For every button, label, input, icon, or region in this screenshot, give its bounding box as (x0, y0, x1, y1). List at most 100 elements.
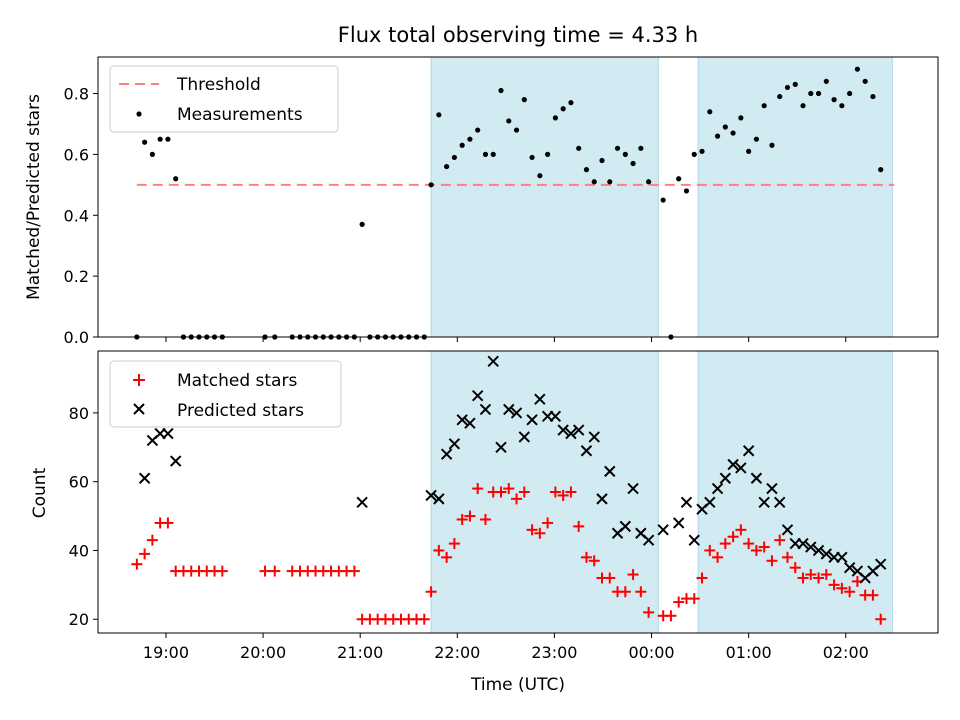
measurement-point-55 (607, 179, 613, 185)
observing-window-1 (697, 350, 893, 634)
measurement-point-33 (436, 112, 442, 118)
measurement-point-3 (157, 136, 163, 142)
matched-point-53 (588, 555, 600, 567)
matched-point-43 (511, 493, 523, 505)
measurement-point-69 (722, 124, 728, 130)
matched-point-38 (472, 483, 484, 495)
matched-point-50 (565, 486, 577, 498)
predicted-stars-points (138, 355, 887, 584)
top-ytick-label-0: 0.0 (64, 328, 89, 347)
matched-point-74 (758, 541, 770, 553)
matched-point-73 (750, 544, 762, 556)
bottom-y-axis-ticks: 20 40 60 80 (69, 404, 98, 629)
matched-point-39 (479, 514, 491, 526)
predicted-point-17 (510, 407, 523, 419)
predicted-point-34 (642, 534, 655, 546)
measurement-point-35 (451, 154, 457, 161)
measurement-point-56 (614, 145, 621, 151)
matched-point-0 (131, 558, 143, 570)
predicted-point-35 (657, 524, 669, 536)
predicted-point-57 (836, 551, 848, 564)
predicted-point-22 (549, 410, 562, 423)
measurement-point-83 (831, 97, 837, 103)
predicted-point-44 (735, 462, 747, 474)
predicted-point-9 (448, 438, 461, 450)
measurement-point-41 (498, 87, 504, 94)
measurement-point-45 (529, 154, 535, 161)
predicted-point-5 (356, 496, 368, 509)
legend-predicted-label: Predicted stars (177, 401, 304, 421)
matched-point-52 (580, 551, 592, 563)
measurement-point-74 (761, 103, 767, 109)
top-ytick-label-2: 0.4 (64, 206, 89, 225)
predicted-point-46 (750, 472, 763, 484)
matched-point-47 (542, 517, 554, 529)
matched-point-76 (774, 534, 786, 546)
legend-matched-label: Matched stars (177, 371, 297, 391)
bottom-ytick-label-1: 40 (69, 541, 89, 560)
predicted-point-41 (711, 482, 724, 495)
predicted-point-47 (758, 496, 770, 509)
predicted-point-38 (688, 534, 700, 546)
predicted-point-58 (843, 561, 856, 574)
predicted-point-25 (572, 424, 585, 436)
predicted-point-13 (479, 403, 492, 416)
measurement-point-68 (714, 133, 721, 139)
observing-window-0 (430, 350, 659, 634)
legend-matched-swatch (133, 374, 145, 386)
measurement-point-81 (815, 90, 822, 97)
predicted-point-10 (456, 414, 468, 426)
matched-point-77 (781, 551, 793, 563)
observing-window-1 (697, 56, 893, 338)
matched-point-44 (518, 486, 530, 498)
measurement-point-79 (800, 103, 806, 109)
predicted-point-55 (820, 548, 833, 560)
predicted-point-7 (433, 493, 445, 505)
matched-point-72 (743, 538, 755, 550)
top-axes-frame (97, 56, 939, 338)
measurement-point-82 (823, 78, 829, 84)
matched-point-51 (573, 520, 585, 532)
matched-point-78 (789, 562, 801, 574)
measurement-point-60 (646, 179, 652, 185)
predicted-point-62 (874, 558, 887, 570)
predicted-point-28 (596, 493, 608, 505)
measurement-point-36 (459, 142, 465, 148)
predicted-point-50 (781, 524, 794, 536)
matched-point-89 (875, 613, 887, 625)
measurement-point-66 (699, 148, 705, 154)
measurement-point-43 (513, 127, 520, 133)
bottom-ytick-label-0: 20 (69, 610, 89, 629)
measurement-point-50 (568, 100, 574, 106)
xtick-label-1: 20:00 (240, 643, 286, 662)
measurement-point-23 (359, 221, 365, 227)
measurement-point-5 (173, 176, 179, 182)
measurement-point-46 (537, 173, 543, 179)
matched-point-84 (836, 582, 848, 594)
matched-point-57 (619, 586, 631, 598)
top-x-axis-ticks (165, 337, 847, 342)
predicted-point-48 (766, 482, 778, 495)
matched-point-33 (433, 544, 445, 556)
top-ytick-label-4: 0.8 (64, 85, 89, 104)
predicted-point-4 (169, 455, 182, 467)
measurement-point-57 (622, 151, 628, 157)
matched-point-69 (719, 538, 731, 550)
predicted-point-36 (673, 517, 685, 529)
matched-point-67 (704, 544, 716, 556)
predicted-point-8 (440, 448, 453, 460)
measurement-point-51 (576, 145, 582, 151)
predicted-point-24 (565, 427, 577, 440)
bottom-y-axis-label: Count (30, 467, 50, 518)
measurement-point-54 (599, 157, 605, 164)
legend-predicted-swatch (133, 403, 145, 415)
measurement-point-71 (738, 115, 744, 121)
predicted-point-45 (742, 445, 755, 457)
matched-point-60 (643, 606, 655, 618)
matched-point-70 (727, 531, 739, 543)
predicted-point-43 (727, 458, 739, 471)
ratio-panel: Flux total observing time = 4.33 h 0.00.… (24, 23, 939, 347)
measurement-point-48 (552, 115, 558, 121)
matched-point-59 (635, 586, 647, 598)
matched-point-48 (549, 486, 561, 498)
